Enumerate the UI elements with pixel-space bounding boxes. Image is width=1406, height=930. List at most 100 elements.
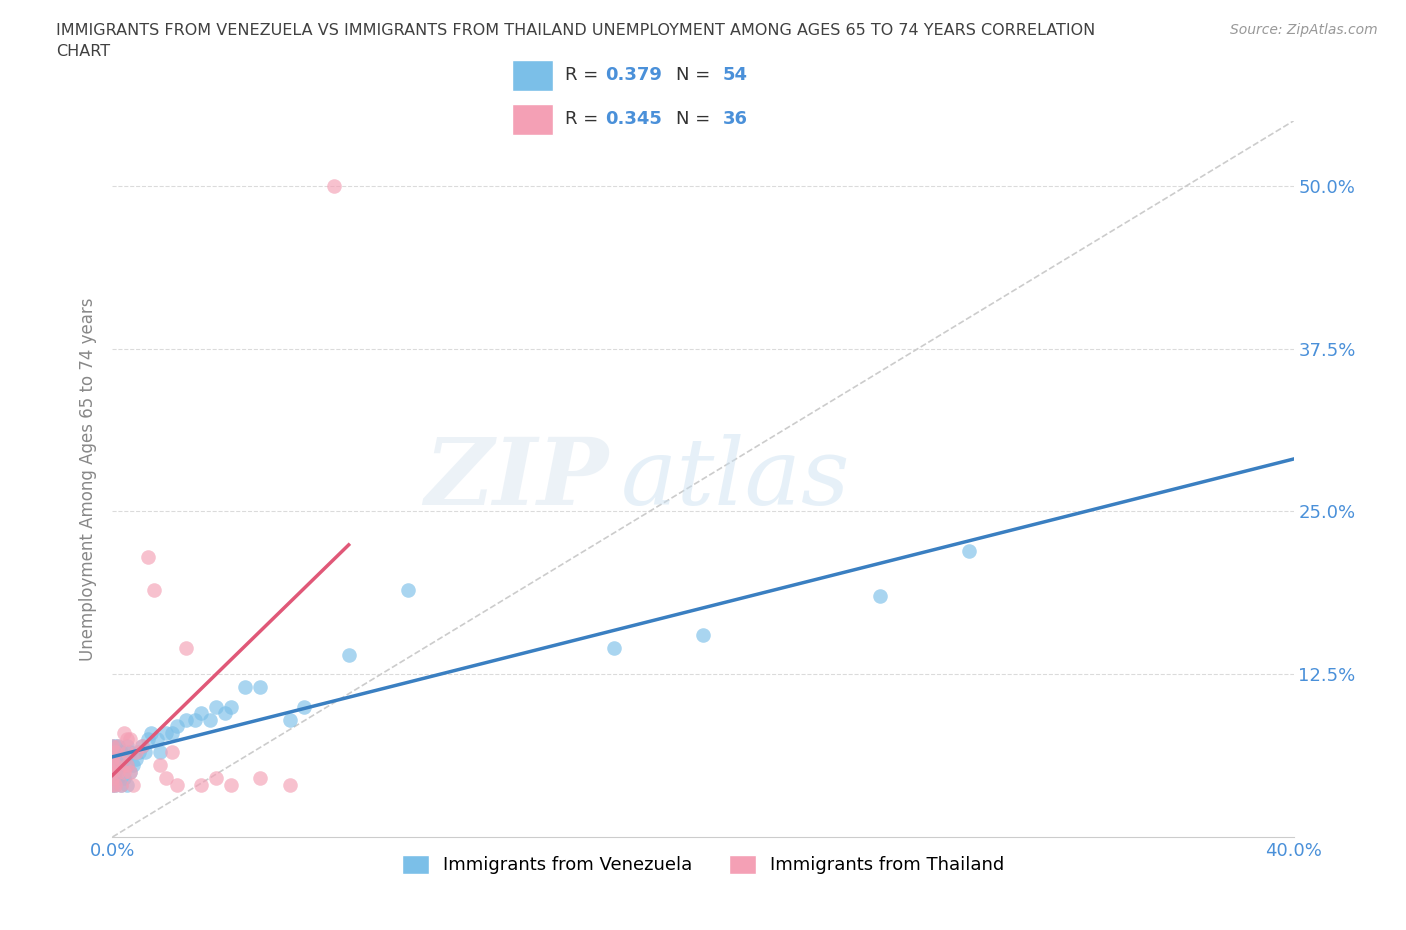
Point — [117, 758, 138, 773]
Point — [205, 771, 228, 786]
Point — [128, 745, 150, 760]
Text: 0.379: 0.379 — [605, 66, 662, 85]
Point — [219, 699, 242, 714]
Point — [184, 712, 207, 727]
Point — [107, 758, 129, 773]
Text: 0.345: 0.345 — [605, 110, 662, 128]
Point — [214, 706, 236, 721]
Point — [155, 725, 177, 740]
Point — [104, 777, 127, 792]
Point — [957, 543, 980, 558]
Point — [101, 751, 124, 766]
Point — [249, 771, 271, 786]
Text: Source: ZipAtlas.com: Source: ZipAtlas.com — [1230, 23, 1378, 37]
Point — [122, 758, 145, 773]
Text: R =: R = — [565, 110, 605, 128]
Point — [120, 732, 142, 747]
Point — [110, 777, 132, 792]
Point — [869, 589, 891, 604]
Point — [125, 751, 148, 766]
Point — [134, 745, 156, 760]
Point — [149, 745, 172, 760]
Point — [122, 777, 145, 792]
Point — [101, 764, 124, 779]
Point — [101, 758, 124, 773]
Point — [101, 738, 124, 753]
Point — [160, 725, 183, 740]
Point — [146, 732, 169, 747]
Point — [139, 725, 162, 740]
Point — [278, 777, 301, 792]
Point — [323, 179, 346, 193]
Point — [112, 771, 135, 786]
Text: IMMIGRANTS FROM VENEZUELA VS IMMIGRANTS FROM THAILAND UNEMPLOYMENT AMONG AGES 65: IMMIGRANTS FROM VENEZUELA VS IMMIGRANTS … — [56, 23, 1095, 60]
Point — [160, 745, 183, 760]
Text: atlas: atlas — [620, 434, 849, 524]
Point — [155, 771, 177, 786]
Point — [110, 758, 132, 773]
Point — [117, 738, 138, 753]
FancyBboxPatch shape — [512, 104, 553, 135]
Point — [249, 680, 271, 695]
Point — [101, 738, 124, 753]
Point — [190, 706, 212, 721]
Point — [101, 771, 124, 786]
Point — [117, 777, 138, 792]
Point — [110, 777, 132, 792]
Text: 54: 54 — [723, 66, 748, 85]
Point — [104, 764, 127, 779]
Legend: Immigrants from Venezuela, Immigrants from Thailand: Immigrants from Venezuela, Immigrants fr… — [395, 848, 1011, 882]
Point — [117, 745, 138, 760]
Point — [149, 758, 172, 773]
Text: ZIP: ZIP — [425, 434, 609, 524]
Y-axis label: Unemployment Among Ages 65 to 74 years: Unemployment Among Ages 65 to 74 years — [79, 298, 97, 660]
Point — [101, 771, 124, 786]
Point — [104, 758, 127, 773]
Point — [104, 738, 127, 753]
Point — [278, 712, 301, 727]
Point — [112, 764, 135, 779]
Point — [101, 764, 124, 779]
Point — [112, 751, 135, 766]
Point — [174, 641, 197, 656]
Point — [107, 738, 129, 753]
Text: R =: R = — [565, 66, 605, 85]
Point — [117, 758, 138, 773]
Point — [136, 732, 159, 747]
Point — [101, 777, 124, 792]
Point — [292, 699, 315, 714]
FancyBboxPatch shape — [512, 60, 553, 91]
Point — [337, 647, 360, 662]
Point — [603, 641, 626, 656]
Point — [110, 745, 132, 760]
Point — [107, 764, 129, 779]
Point — [117, 732, 138, 747]
Point — [131, 738, 153, 753]
Point — [198, 712, 221, 727]
Point — [120, 764, 142, 779]
Point — [692, 628, 714, 643]
Point — [131, 738, 153, 753]
Point — [110, 751, 132, 766]
Point — [107, 771, 129, 786]
Point — [104, 777, 127, 792]
Point — [136, 550, 159, 565]
Point — [101, 777, 124, 792]
Point — [166, 719, 188, 734]
Text: 36: 36 — [723, 110, 748, 128]
Point — [101, 758, 124, 773]
Point — [101, 751, 124, 766]
Point — [120, 764, 142, 779]
Point — [166, 777, 188, 792]
Text: N =: N = — [676, 66, 716, 85]
Point — [104, 745, 127, 760]
Point — [125, 745, 148, 760]
Text: N =: N = — [676, 110, 716, 128]
Point — [104, 771, 127, 786]
Point — [219, 777, 242, 792]
Point — [104, 751, 127, 766]
Point — [205, 699, 228, 714]
Point — [142, 582, 165, 597]
Point — [120, 745, 142, 760]
Point — [101, 745, 124, 760]
